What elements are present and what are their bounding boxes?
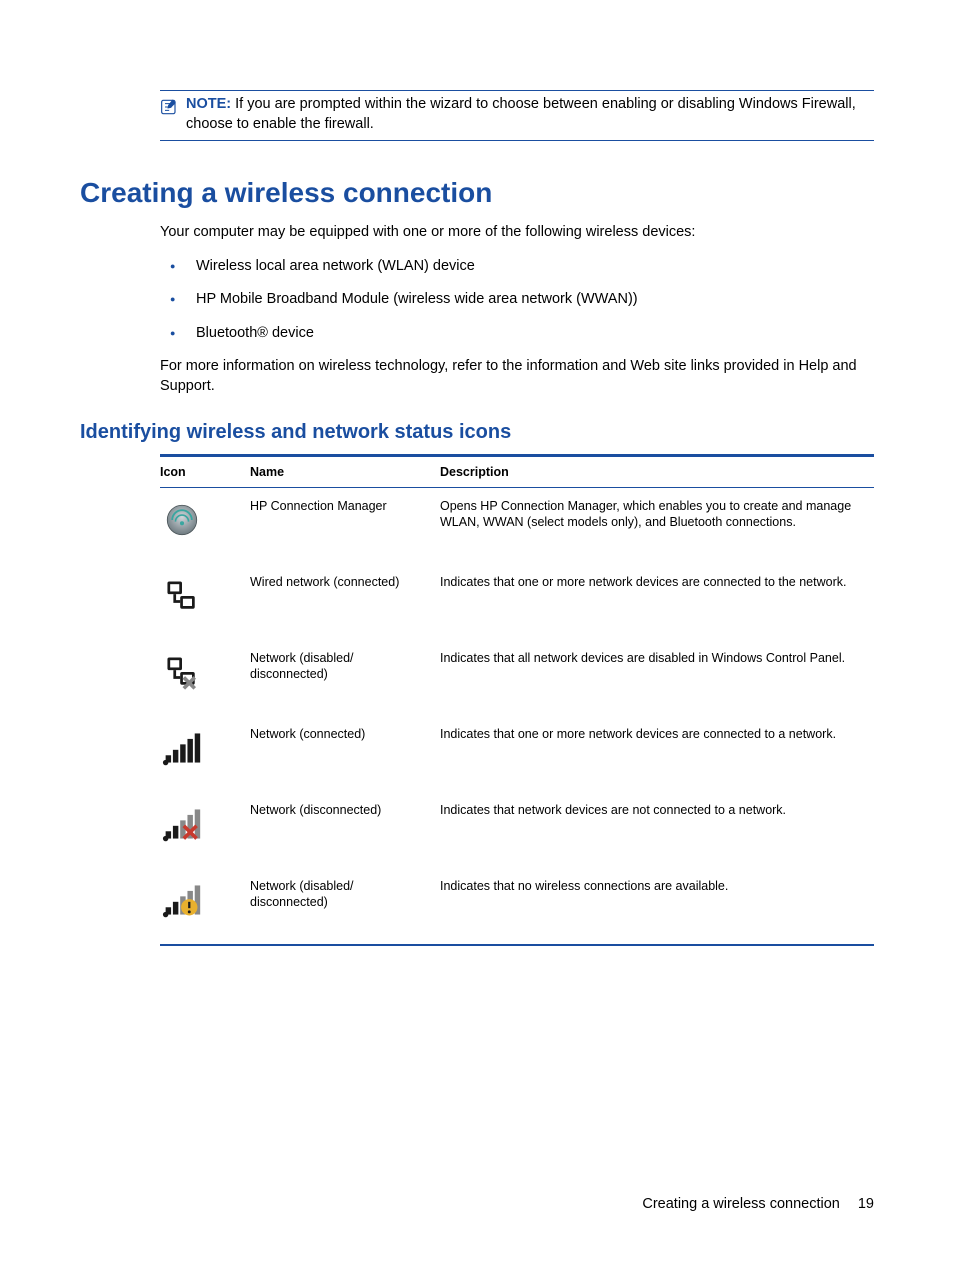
note-text: NOTE: If you are prompted within the wiz… bbox=[186, 95, 874, 134]
table-row: Wired network (connected) Indicates that… bbox=[160, 564, 874, 640]
table-cell-description: Indicates that no wireless connections a… bbox=[440, 868, 874, 944]
table-cell-name: Network (connected) bbox=[250, 716, 440, 792]
table-row: HP Connection Manager Opens HP Connectio… bbox=[160, 487, 874, 564]
network-disabled-bars-icon bbox=[160, 878, 204, 922]
table-cell-description: Opens HP Connection Manager, which enabl… bbox=[440, 487, 874, 564]
page-footer: Creating a wireless connection 19 bbox=[642, 1196, 874, 1212]
subsection-heading: Identifying wireless and network status … bbox=[80, 421, 874, 444]
table-row: Network (disabled/ disconnected) Indicat… bbox=[160, 640, 874, 716]
table-cell-name: HP Connection Manager bbox=[250, 487, 440, 564]
wireless-devices-list: Wireless local area network (WLAN) devic… bbox=[160, 257, 874, 344]
status-icons-table: Icon Name Description bbox=[160, 454, 874, 946]
network-disabled-icon bbox=[160, 650, 204, 694]
table-cell-name: Network (disabled/ disconnected) bbox=[250, 868, 440, 944]
table-cell-name: Wired network (connected) bbox=[250, 564, 440, 640]
table-header-name: Name bbox=[250, 457, 440, 488]
list-item: Bluetooth® device bbox=[160, 324, 874, 344]
table-header-description: Description bbox=[440, 457, 874, 488]
table-row: Network (disconnected) Indicates that ne… bbox=[160, 792, 874, 868]
table-cell-name: Network (disabled/ disconnected) bbox=[250, 640, 440, 716]
note-pencil-icon bbox=[160, 97, 180, 117]
table-row: Network (connected) Indicates that one o… bbox=[160, 716, 874, 792]
note-block: NOTE: If you are prompted within the wiz… bbox=[160, 90, 874, 141]
page-number: 19 bbox=[858, 1196, 874, 1212]
note-label: NOTE: bbox=[186, 96, 231, 112]
table-row: Network (disabled/ disconnected) Indicat… bbox=[160, 868, 874, 944]
more-info-paragraph: For more information on wireless technol… bbox=[160, 357, 874, 396]
network-disconnected-bars-icon bbox=[160, 802, 204, 846]
wired-network-connected-icon bbox=[160, 574, 204, 618]
list-item: Wireless local area network (WLAN) devic… bbox=[160, 257, 874, 277]
table-cell-description: Indicates that network devices are not c… bbox=[440, 792, 874, 868]
note-body: If you are prompted within the wizard to… bbox=[186, 96, 856, 132]
intro-paragraph: Your computer may be equipped with one o… bbox=[160, 223, 874, 243]
hp-connection-manager-icon bbox=[160, 498, 204, 542]
list-item: HP Mobile Broadband Module (wireless wid… bbox=[160, 290, 874, 310]
table-cell-description: Indicates that all network devices are d… bbox=[440, 640, 874, 716]
table-header-icon: Icon bbox=[160, 457, 250, 488]
footer-title: Creating a wireless connection bbox=[642, 1196, 839, 1212]
table-cell-name: Network (disconnected) bbox=[250, 792, 440, 868]
network-connected-bars-icon bbox=[160, 726, 204, 770]
table-cell-description: Indicates that one or more network devic… bbox=[440, 564, 874, 640]
section-heading: Creating a wireless connection bbox=[80, 177, 874, 209]
table-cell-description: Indicates that one or more network devic… bbox=[440, 716, 874, 792]
